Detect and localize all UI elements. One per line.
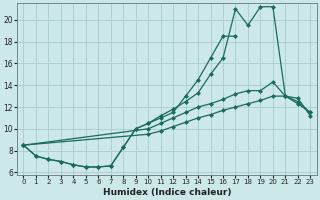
X-axis label: Humidex (Indice chaleur): Humidex (Indice chaleur) <box>103 188 231 197</box>
